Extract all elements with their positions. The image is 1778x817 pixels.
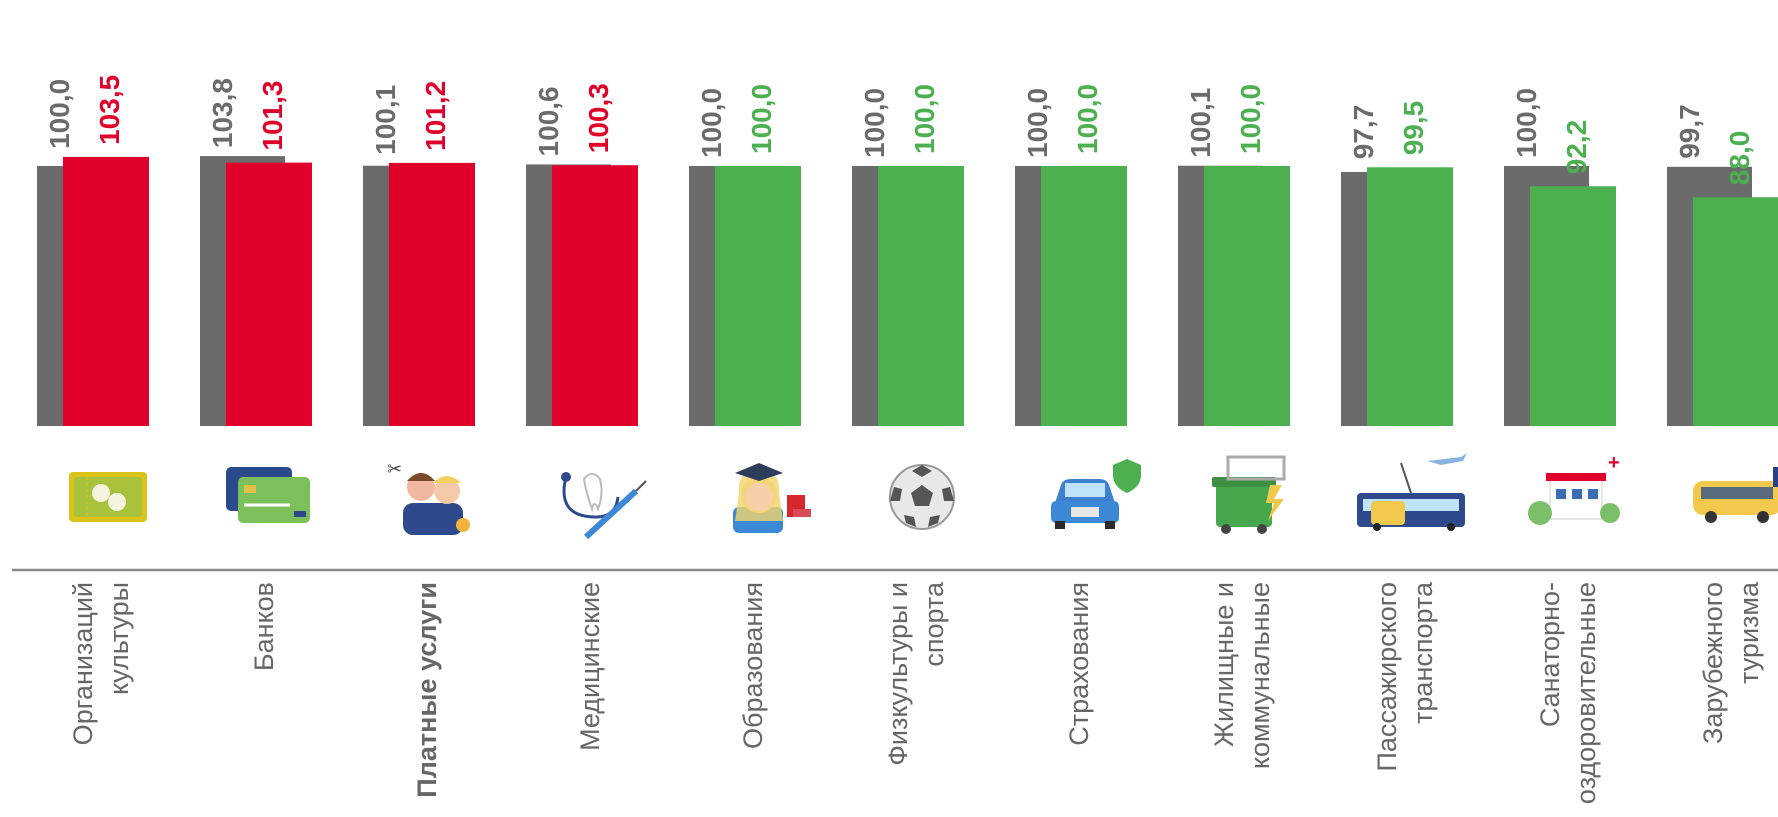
bar-current-2 xyxy=(389,162,475,426)
bar-current-7 xyxy=(1204,166,1290,426)
category-label-2-line-0: Платные услуги xyxy=(412,582,442,798)
category-label-0-line-1: культуры xyxy=(104,582,134,695)
category-label-10-line-1: туризма xyxy=(1734,581,1764,684)
medical-stethoscope-icon xyxy=(561,472,647,540)
people-services-icon: ✂ xyxy=(387,459,470,535)
value-label-previous-6: 100,0 xyxy=(1022,88,1053,158)
value-label-current-10: 88,0 xyxy=(1724,131,1755,186)
bar-current-10 xyxy=(1693,197,1778,426)
category-label-5-line-1: спорта xyxy=(919,581,949,667)
category-label-3-line-0: Медицинские xyxy=(575,582,605,751)
value-label-previous-3: 100,6 xyxy=(533,86,564,156)
insured-car-icon xyxy=(1051,459,1141,529)
value-label-current-6: 100,0 xyxy=(1072,84,1103,154)
value-label-current-1: 101,3 xyxy=(257,81,288,151)
public-transport-icon xyxy=(1357,453,1467,531)
category-label-5-line-0: Физкультуры и xyxy=(883,582,913,766)
soccer-ball-icon xyxy=(889,464,955,530)
icons-group: ✂ + xyxy=(69,452,1778,540)
value-label-previous-9: 100,0 xyxy=(1511,88,1542,158)
value-label-previous-8: 97,7 xyxy=(1348,105,1379,160)
category-label-7-line-1: коммунальные xyxy=(1245,582,1275,769)
category-labels-group: Организаций культуры Банков Платные услуги М… xyxy=(68,581,1764,804)
category-label-8-line-0: Пассажирского xyxy=(1372,582,1402,772)
value-label-previous-2: 100,1 xyxy=(370,85,401,155)
value-label-current-7: 100,0 xyxy=(1235,84,1266,154)
value-labels-group: 100,0 103,5 103,8 101,3 100,1 101,2 100,6 100,3… xyxy=(44,75,1755,185)
tour-bus-icon xyxy=(1693,467,1778,523)
theater-tickets-icon xyxy=(69,472,147,522)
category-label-1-line-0: Банков xyxy=(249,582,279,671)
bars-group xyxy=(37,156,1778,427)
bar-current-8 xyxy=(1367,167,1453,427)
value-label-current-5: 100,0 xyxy=(909,84,940,154)
bar-current-5 xyxy=(878,166,964,426)
value-label-current-2: 101,2 xyxy=(420,81,451,151)
bar-current-4 xyxy=(715,166,801,426)
value-label-current-4: 100,0 xyxy=(746,84,777,154)
sanatorium-icon: + xyxy=(1528,452,1620,525)
value-label-current-9: 92,2 xyxy=(1561,120,1592,175)
value-label-current-3: 100,3 xyxy=(583,83,614,153)
value-label-current-8: 99,5 xyxy=(1398,101,1429,156)
category-label-8-line-1: транспорта xyxy=(1408,581,1438,724)
svg-text:+: + xyxy=(1608,452,1620,474)
bar-current-0 xyxy=(63,156,149,426)
category-label-0-line-0: Организаций xyxy=(68,582,98,745)
bar-current-9 xyxy=(1530,186,1616,426)
value-label-previous-10: 99,7 xyxy=(1674,104,1705,159)
category-label-9-line-1: оздоровительные xyxy=(1571,582,1601,804)
value-label-current-0: 103,5 xyxy=(94,75,125,145)
category-label-7-line-0: Жилищные и xyxy=(1209,582,1239,747)
bar-current-6 xyxy=(1041,166,1127,426)
bar-current-1 xyxy=(226,162,312,426)
category-label-9-line-0: Санаторно- xyxy=(1535,582,1565,727)
value-label-previous-1: 103,8 xyxy=(207,78,238,148)
graduate-student-icon xyxy=(733,463,811,533)
value-label-previous-0: 100,0 xyxy=(44,79,75,149)
value-label-previous-4: 100,0 xyxy=(696,88,727,158)
utilities-container-icon xyxy=(1212,455,1286,534)
bank-cards-icon xyxy=(226,467,310,523)
category-label-10-line-0: Зарубежного xyxy=(1698,582,1728,744)
category-label-4-line-0: Образования xyxy=(738,582,768,749)
svg-text:✂: ✂ xyxy=(387,459,402,479)
value-label-previous-7: 100,1 xyxy=(1185,88,1216,158)
bar-current-3 xyxy=(552,165,638,426)
category-label-6-line-0: Страхования xyxy=(1064,582,1094,746)
value-label-previous-5: 100,0 xyxy=(859,88,890,158)
